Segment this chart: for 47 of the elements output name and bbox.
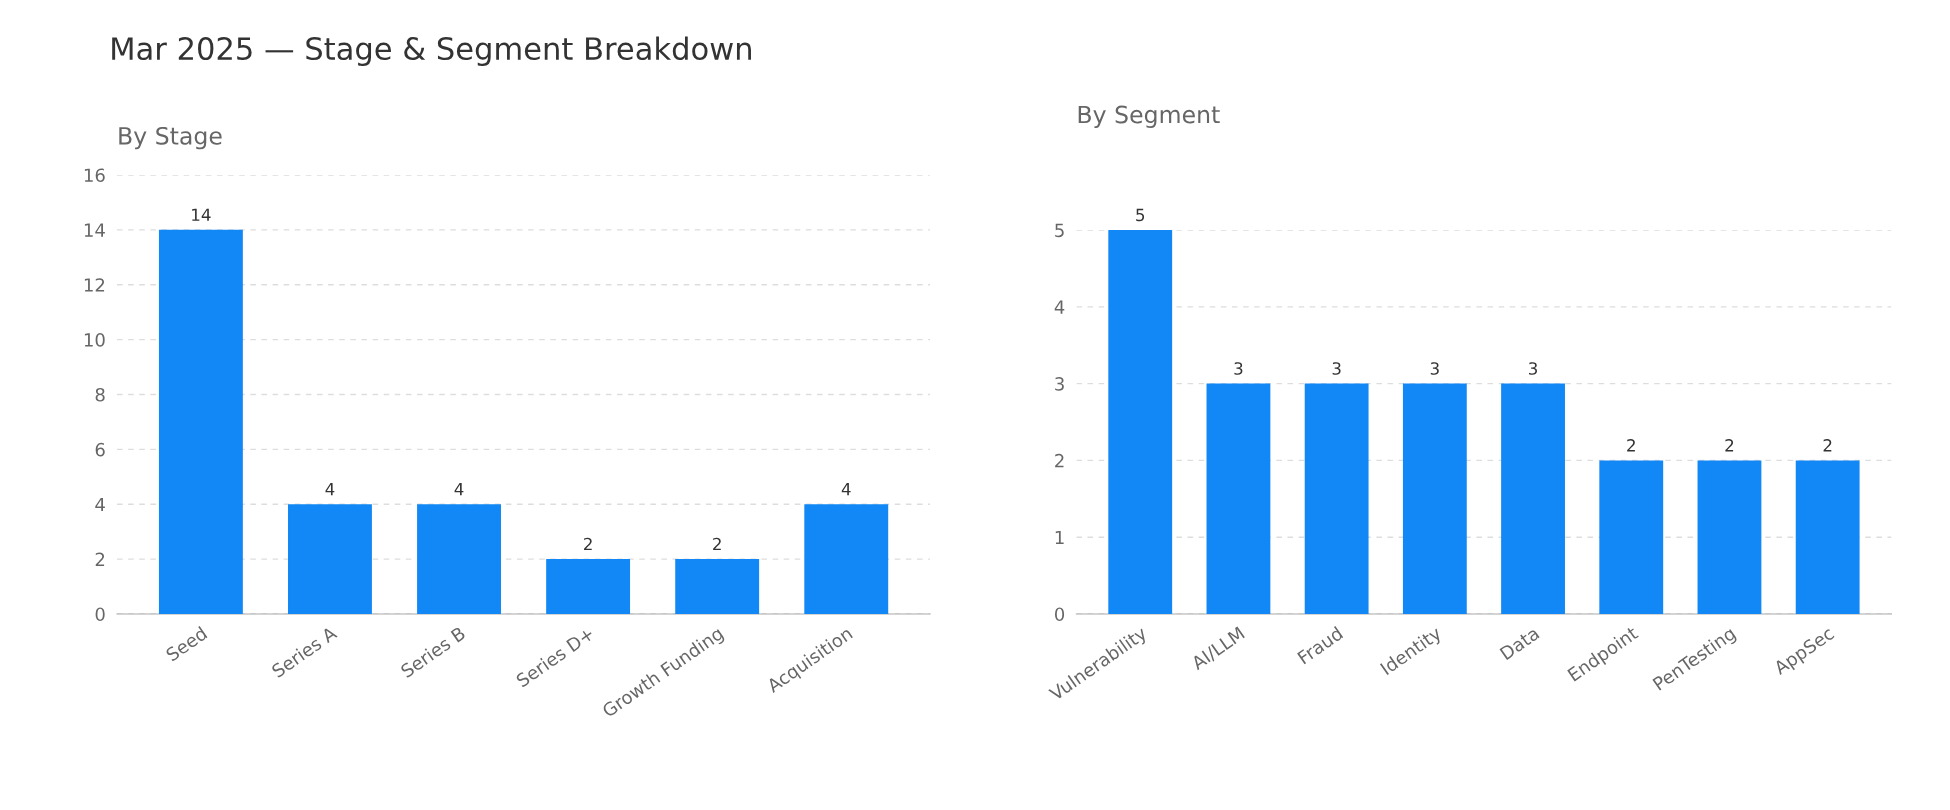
y-tick-label: 4	[95, 497, 105, 512]
bar	[1795, 460, 1860, 614]
y-tick-label: 4	[1054, 300, 1065, 314]
data-label: 5	[1136, 208, 1145, 222]
data-label: 2	[1627, 439, 1635, 452]
data-label: 4	[454, 483, 464, 496]
y-tick-label: 8	[95, 387, 105, 402]
y-tick-label: 16	[84, 168, 105, 183]
y-tick-label: 12	[84, 278, 105, 292]
y-tick-label: 10	[84, 333, 105, 347]
bar	[417, 504, 501, 614]
chart-title: Mar 2025 — Stage & Segment Breakdown	[112, 36, 751, 67]
bar	[546, 559, 631, 614]
chart-subtitle: By Segment	[1078, 105, 1220, 129]
bar	[1108, 230, 1173, 614]
y-tick-label: 0	[1054, 607, 1065, 622]
data-label: 2	[584, 537, 592, 551]
bar	[1206, 383, 1271, 614]
data-label: 3	[1234, 362, 1243, 375]
bar	[1501, 383, 1565, 614]
data-label: 2	[1823, 439, 1832, 452]
data-label: 14	[192, 208, 211, 221]
y-tick-label: 3	[1055, 377, 1064, 391]
y-tick-label: 6	[95, 442, 105, 457]
data-label: 3	[1529, 362, 1538, 375]
data-label: 3	[1332, 362, 1341, 375]
y-tick-label: 5	[1055, 223, 1064, 238]
data-label: 2	[713, 537, 721, 551]
bar	[158, 229, 243, 614]
bar	[1697, 460, 1762, 614]
x-tick-label: Data	[1499, 626, 1540, 661]
y-tick-label: 0	[95, 607, 105, 622]
data-label: 3	[1430, 362, 1439, 375]
bar	[1599, 460, 1664, 614]
bar	[288, 504, 372, 614]
data-label: 4	[841, 483, 851, 496]
bar	[1402, 383, 1467, 614]
bar	[1304, 383, 1369, 614]
bar	[675, 559, 760, 614]
y-tick-label: 1	[1055, 530, 1064, 545]
chart-subtitle: By Stage	[119, 126, 222, 150]
bar	[804, 504, 889, 614]
y-tick-label: 2	[95, 552, 105, 566]
data-label: 2	[1725, 439, 1734, 452]
y-tick-label: 14	[84, 223, 105, 237]
data-label: 4	[325, 483, 335, 496]
y-tick-label: 2	[1055, 453, 1064, 468]
